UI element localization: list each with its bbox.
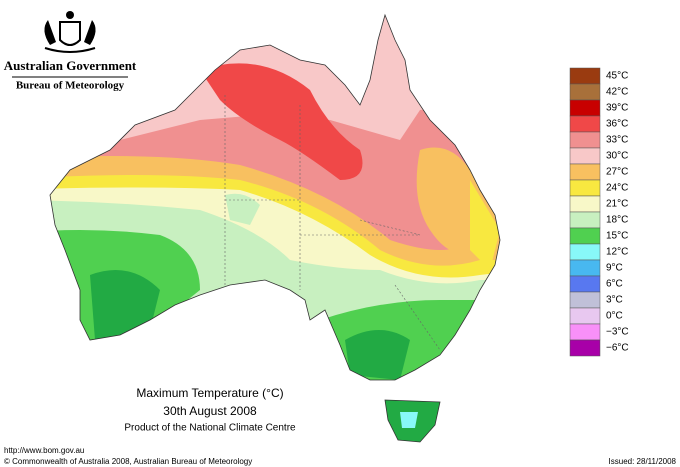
state-borders: [224, 95, 441, 351]
legend-label: 9°C: [606, 263, 623, 274]
legend-label: 30°C: [606, 151, 628, 162]
legend-label: 36°C: [606, 119, 628, 130]
legend-label: 3°C: [606, 295, 623, 306]
legend-label: 12°C: [606, 247, 628, 258]
map-title: Maximum Temperature (°C): [136, 386, 283, 400]
legend-swatch: [569, 259, 601, 277]
legend-label: −6°C: [606, 343, 629, 354]
legend-swatch: [569, 211, 601, 229]
map-product: Product of the National Climate Centre: [124, 423, 296, 434]
legend-swatch: [569, 147, 601, 165]
legend-label: 45°C: [606, 71, 628, 82]
map-date: 30th August 2008: [163, 404, 257, 418]
legend-label: 39°C: [606, 103, 628, 114]
legend-label: 42°C: [606, 87, 628, 98]
legend-label: 0°C: [606, 311, 623, 322]
legend-swatch: [569, 195, 601, 213]
legend-label: 33°C: [606, 135, 628, 146]
bureau: Bureau of Meteorology: [16, 80, 125, 92]
legend-label: 6°C: [606, 279, 623, 290]
legend-label: 15°C: [606, 231, 628, 242]
legend-swatch: [569, 291, 601, 309]
issued: Issued: 28/11/2008: [609, 457, 677, 466]
legend-label: 27°C: [606, 167, 628, 178]
url: http://www.bom.gov.au: [4, 446, 84, 455]
legend-swatch: [569, 99, 601, 117]
legend-label: 24°C: [606, 183, 628, 194]
copyright: © Commonwealth of Australia 2008, Austra…: [4, 457, 252, 466]
legend-label: 18°C: [606, 215, 628, 226]
crest: [44, 11, 96, 53]
legend-swatch: [569, 67, 601, 85]
legend-swatch: [569, 339, 601, 357]
legend-swatch: [569, 243, 601, 261]
legend-swatch: [569, 179, 601, 197]
legend-swatch: [569, 163, 601, 181]
legend-swatch: [569, 115, 601, 133]
coastline: [49, 13, 501, 381]
tasmania-highlands: [400, 412, 418, 428]
legend-swatch: [569, 307, 601, 325]
legend: 45°C 42°C 39°C 36°C 33°C 30°C 27°C 24°C 21°C 18°C…: [569, 67, 629, 357]
legend-swatch: [569, 131, 601, 149]
legend-label: 21°C: [606, 199, 628, 210]
legend-swatch: [569, 227, 601, 245]
legend-label: −3°C: [606, 327, 629, 338]
legend-swatch: [569, 323, 601, 341]
agency: Australian Government: [4, 58, 137, 73]
legend-swatch: [569, 275, 601, 293]
legend-swatch: [569, 83, 601, 101]
